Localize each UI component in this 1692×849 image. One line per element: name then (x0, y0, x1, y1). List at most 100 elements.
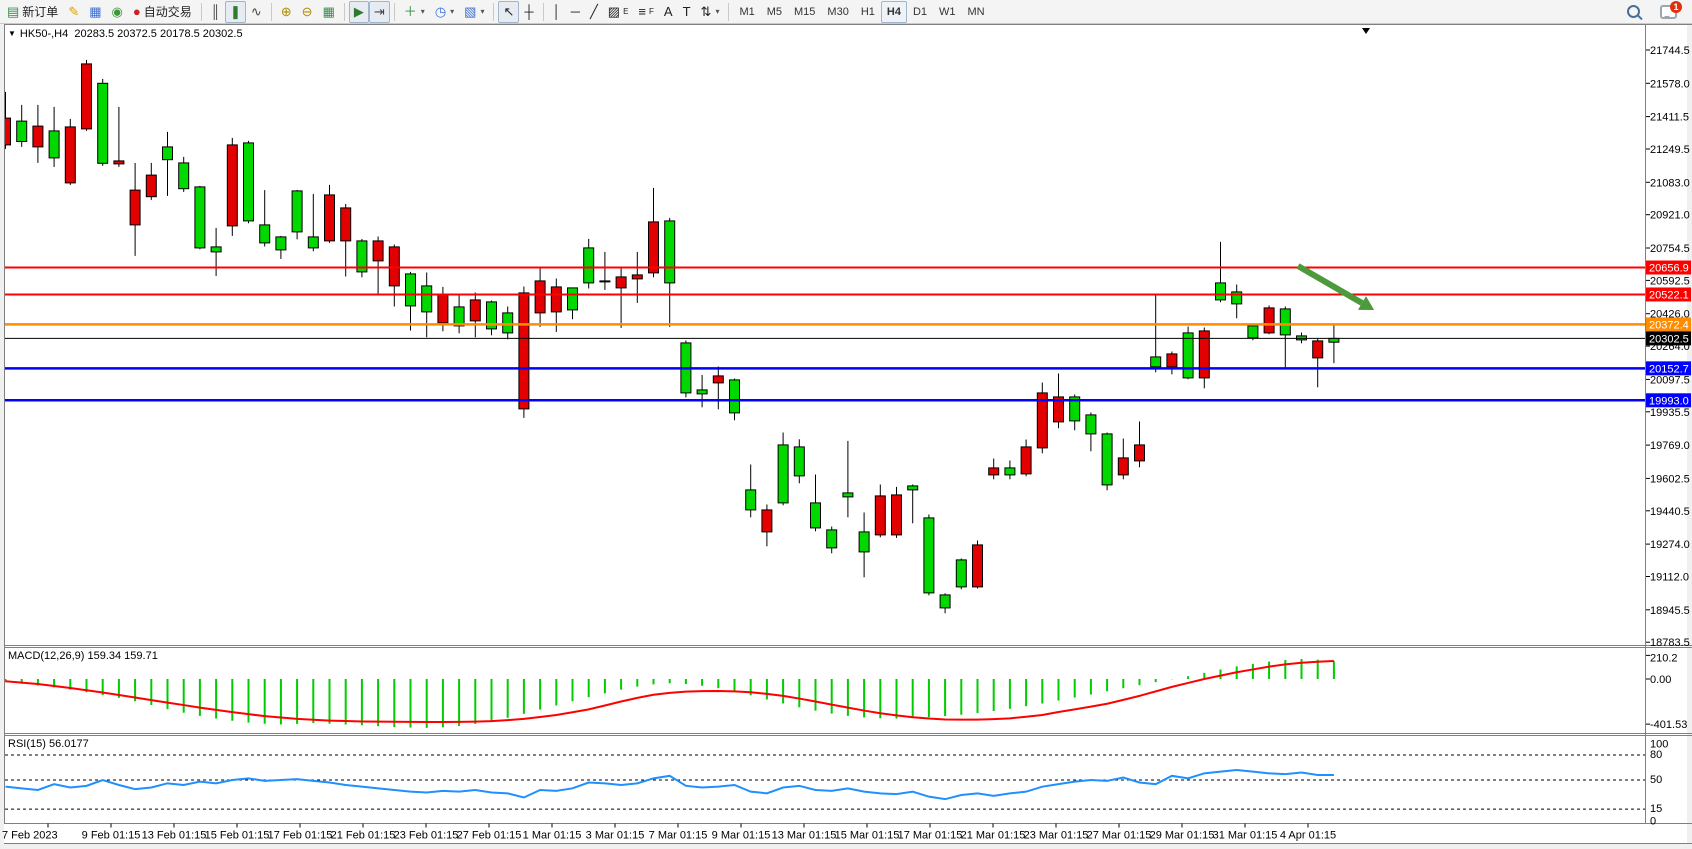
price-tick-label: 21083.0 (1650, 177, 1690, 189)
timeframe-button-w1[interactable]: W1 (939, 5, 956, 18)
vertical-line-button[interactable]: │ (548, 1, 566, 23)
one-click-trading-toggle-icon[interactable]: ▼ (8, 29, 16, 38)
chevron-down-icon[interactable]: ▾ (480, 7, 485, 16)
candle-body (696, 389, 708, 395)
time-tick-label: 7 Feb 2023 (2, 830, 58, 842)
candle-body (32, 125, 44, 148)
equidistant-channel-button[interactable]: ▨ E (603, 1, 634, 23)
candlestick-chart-button[interactable]: ❚ (224, 0, 246, 23)
time-tick-label: 17 Feb 01:15 (268, 830, 333, 842)
chart-canvas[interactable]: 21744.5 21578.0 21411.5 21249.5 21083.0 20921… (0, 24, 1692, 849)
search-icon (1627, 5, 1640, 18)
candle-body (955, 559, 967, 588)
candle-body (340, 207, 352, 242)
timeframe-button-mn[interactable]: MN (967, 5, 985, 18)
toolbar-separator (343, 2, 345, 21)
toolbar-right-group: 1 (1622, 0, 1690, 23)
chevron-down-icon[interactable]: ▾ (420, 7, 425, 16)
time-tick-label: 13 Feb 01:15 (142, 830, 207, 842)
crosshair-button[interactable]: ┼ (519, 1, 538, 23)
cursor-button[interactable]: ↖ (498, 0, 520, 23)
fibonacci-button[interactable]: ≡ F (633, 1, 658, 23)
bar-chart-button[interactable]: ║ (206, 1, 225, 23)
candle-body (307, 236, 319, 249)
icon-subscript: E (623, 7, 629, 16)
time-tick-label: 7 Mar 01:15 (649, 830, 708, 842)
publish-chart-button[interactable]: ▦ (84, 1, 106, 23)
candle-body (64, 126, 76, 184)
candle-body (550, 286, 562, 313)
auto-trading-button[interactable]: ● 自动交易 (128, 1, 197, 23)
time-tick-label: 31 Mar 01:15 (1213, 830, 1278, 842)
candle-body (259, 224, 271, 244)
candle-body (437, 294, 449, 324)
line-chart-icon: ∿ (250, 4, 262, 19)
indicators-button[interactable]: ＋ ▾ (399, 1, 430, 23)
candle-body (81, 63, 92, 130)
arrows-button[interactable]: ⇅ ▾ (696, 1, 725, 23)
trend-arrow[interactable] (1296, 263, 1364, 306)
templates-button[interactable]: ▧ ▾ (459, 1, 489, 23)
auto-trading-icon: ● (132, 4, 141, 19)
macd-scale-label: 0.00 (1650, 674, 1671, 686)
zoom-in-button[interactable]: ⊕ (276, 1, 297, 23)
candle-body (486, 301, 497, 330)
candle-body (923, 517, 935, 594)
zoom-out-button[interactable]: ⊖ (297, 1, 318, 23)
candle-body (1231, 291, 1243, 305)
candle-body (502, 312, 514, 334)
macd-pane[interactable] (5, 659, 1335, 728)
candle-body (97, 82, 109, 164)
rsi-pane[interactable] (5, 754, 1645, 810)
candle-body (729, 379, 740, 414)
candle-body (1134, 444, 1145, 462)
timeframe-button-m5[interactable]: M5 (766, 5, 783, 18)
candle-body (826, 529, 838, 549)
auto-scroll-button[interactable]: ▶ (348, 0, 369, 23)
text-button[interactable]: A (659, 1, 678, 23)
text-label-button[interactable]: T (678, 1, 696, 23)
candle-body (388, 246, 400, 287)
notifications-button[interactable]: 1 (1655, 0, 1682, 23)
trendline-button[interactable]: ╱ (585, 1, 603, 23)
candle-body (1279, 308, 1291, 336)
new-order-button[interactable]: ▤ 新订单 (2, 1, 63, 23)
periods-button[interactable]: ◷ ▾ (430, 1, 459, 23)
time-tick-label: 29 Mar 01:15 (1150, 830, 1215, 842)
price-line-badge-label: 19993.0 (1649, 395, 1689, 407)
timeframe-button-m1[interactable]: M1 (739, 5, 755, 18)
tile-windows-button[interactable]: ▦ (318, 1, 340, 23)
time-tick-label: 23 Feb 01:15 (394, 830, 459, 842)
chart-shift-button[interactable]: ⇥ (368, 0, 390, 23)
time-tick-label: 9 Mar 01:15 (712, 830, 771, 842)
chart-shift-marker[interactable] (1362, 28, 1370, 34)
signals-button[interactable]: ◉ (107, 1, 128, 23)
horizontal-line-icon: ─ (570, 4, 580, 19)
main-price-pane[interactable] (1, 59, 1646, 614)
timeframe-button-d1[interactable]: D1 (912, 5, 928, 18)
new-order-icon: ▤ (7, 4, 20, 19)
modify-pencil-button[interactable]: ✎ (63, 1, 84, 23)
time-tick-label: 9 Feb 01:15 (82, 830, 141, 842)
time-tick-label: 4 Apr 01:15 (1280, 830, 1336, 842)
candle-body (372, 240, 384, 262)
chevron-down-icon[interactable]: ▾ (715, 7, 720, 16)
candle-body (194, 186, 206, 249)
timeframe-button-m15[interactable]: M15 (794, 5, 816, 18)
timeframe-button-h1[interactable]: H1 (860, 5, 875, 18)
timeframe-button-m30[interactable]: M30 (827, 5, 849, 18)
timeframe-button-h4[interactable]: H4 (880, 0, 907, 23)
price-tick-label: 20754.5 (1650, 243, 1690, 255)
time-tick-label: 27 Mar 01:15 (1087, 830, 1152, 842)
horizontal-line-button[interactable]: ─ (566, 1, 585, 23)
candle-body (356, 240, 368, 273)
chevron-down-icon[interactable]: ▾ (450, 7, 455, 16)
text-icon: A (663, 4, 673, 19)
candle-body (1117, 457, 1129, 476)
search-button[interactable] (1622, 1, 1645, 23)
indicators-icon: ＋ (403, 4, 417, 19)
line-chart-button[interactable]: ∿ (246, 1, 267, 23)
price-scale[interactable]: 21744.5 21578.0 21411.5 21249.5 21083.0 20921… (1646, 45, 1691, 828)
